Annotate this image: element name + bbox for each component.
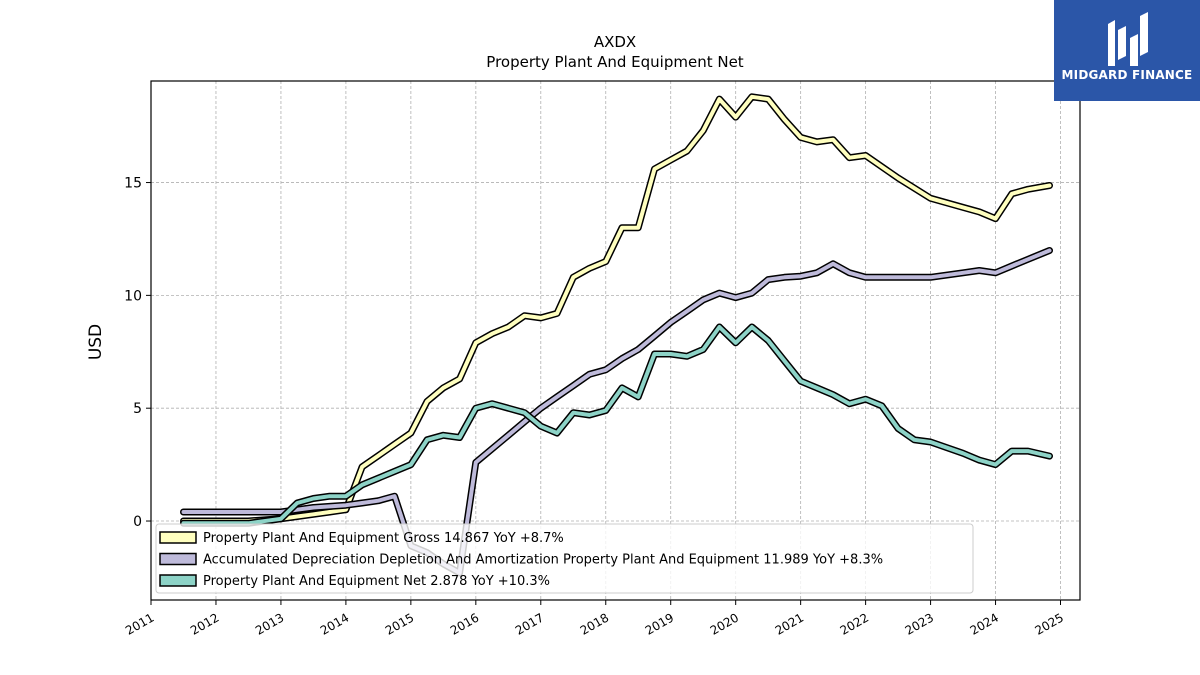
legend: Property Plant And Equipment Gross 14.86… [155,523,974,594]
series-line-0 [181,94,1052,523]
x-tick-label: 2015 [383,610,416,637]
series-group [180,93,1053,577]
y-tick-label: 10 [124,288,142,304]
chart-subtitle: Property Plant And Equipment Net [486,53,743,71]
x-tick-label: 2018 [578,610,611,637]
x-tick-label: 2023 [903,610,936,637]
midgard-finance-logo: MIDGARD FINANCE [1054,0,1200,101]
legend-box [155,523,974,594]
plot-frame [150,80,1081,601]
grid-lines [150,81,1080,600]
series-line-outline-0 [180,93,1053,525]
legend-swatch [159,552,197,566]
y-tick-label: 5 [133,401,142,417]
x-tick-label: 2011 [123,610,156,637]
logo-text: MIDGARD FINANCE [1061,68,1193,82]
x-tick-label: 2019 [643,610,676,637]
y-tick-label: 0 [133,514,142,530]
legend-swatch [159,574,197,587]
legend-label: Accumulated Depreciation Depletion And A… [203,553,883,568]
series-line-outline-2 [180,323,1053,527]
x-tick-label: 2022 [838,610,871,637]
x-tick-label: 2014 [318,610,351,637]
x-tick-label: 2025 [1033,610,1066,637]
legend-label: Property Plant And Equipment Net 2.878 Y… [203,574,550,589]
series-line-1 [181,248,1052,575]
x-tick-label: 2017 [513,610,546,637]
x-tick-label: 2024 [968,610,1001,637]
x-tick-label: 2013 [253,610,286,637]
legend-label: Property Plant And Equipment Gross 14.86… [203,531,564,546]
y-tick-label: 15 [124,176,142,192]
x-tick-label: 2020 [708,610,741,637]
x-tick-label: 2012 [188,610,221,637]
series-line-2 [181,325,1052,526]
chart-title: AXDX [594,33,636,51]
legend-swatch [159,531,197,544]
x-tick-label: 2021 [773,610,806,637]
logo-mark-icon [1108,12,1148,66]
x-tick-label: 2016 [448,610,481,637]
y-axis-label: USD [86,324,106,360]
